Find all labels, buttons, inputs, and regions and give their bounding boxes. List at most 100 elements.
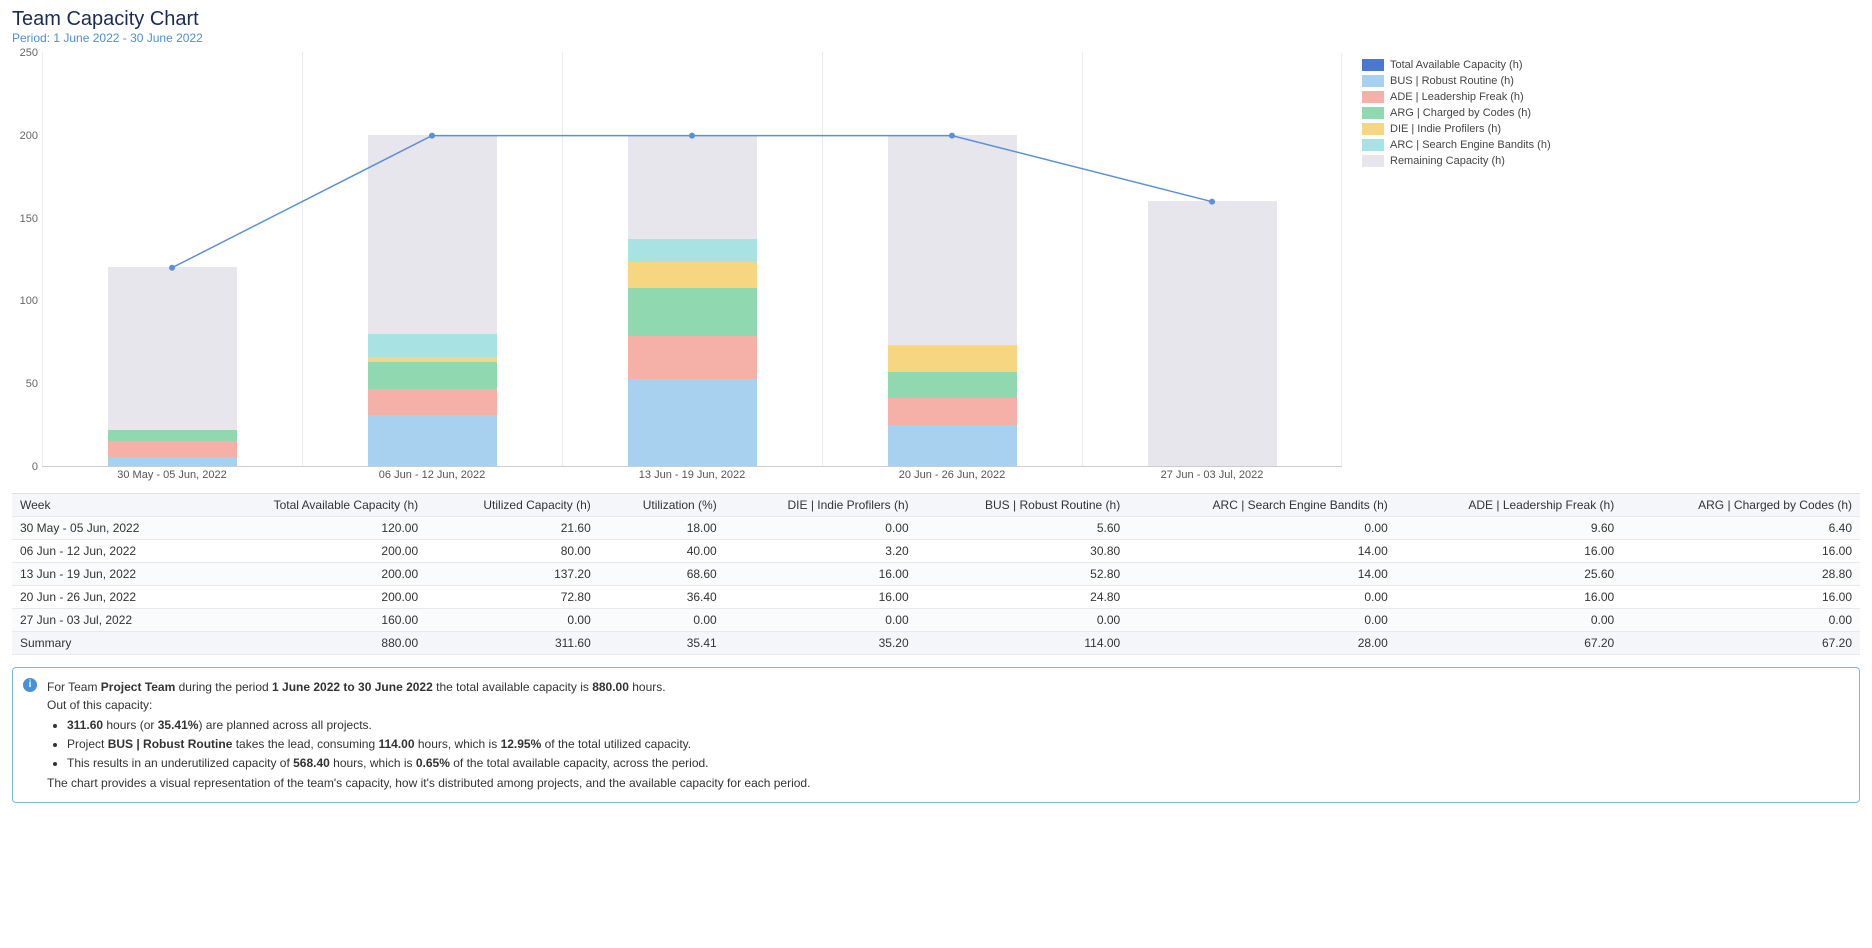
table-cell: 0.00 xyxy=(426,609,599,632)
table-cell: 28.00 xyxy=(1128,632,1396,655)
table-cell: Summary xyxy=(12,632,202,655)
table-row: 13 Jun - 19 Jun, 2022200.00137.2068.6016… xyxy=(12,563,1860,586)
bar-segment-bus xyxy=(368,415,498,466)
bar-segment-die xyxy=(628,262,758,288)
legend-swatch xyxy=(1362,107,1384,119)
y-tick: 200 xyxy=(20,130,38,142)
table-cell: 311.60 xyxy=(426,632,599,655)
table-row: 30 May - 05 Jun, 2022120.0021.6018.000.0… xyxy=(12,517,1860,540)
table-cell: 27 Jun - 03 Jul, 2022 xyxy=(12,609,202,632)
legend-swatch xyxy=(1362,75,1384,87)
table-cell: 0.00 xyxy=(1128,517,1396,540)
chart-container: 050100150200250 30 May - 05 Jun, 202206 … xyxy=(12,53,1860,483)
table-cell: 16.00 xyxy=(725,563,917,586)
table-header-cell[interactable]: ADE | Leadership Freak (h) xyxy=(1396,494,1622,517)
table-header-cell[interactable]: Week xyxy=(12,494,202,517)
legend-swatch xyxy=(1362,59,1384,71)
table-header-cell[interactable]: Utilized Capacity (h) xyxy=(426,494,599,517)
legend-item[interactable]: Total Available Capacity (h) xyxy=(1362,59,1551,71)
legend-item[interactable]: DIE | Indie Profilers (h) xyxy=(1362,123,1551,135)
legend-swatch xyxy=(1362,123,1384,135)
table-row: 20 Jun - 26 Jun, 2022200.0072.8036.4016.… xyxy=(12,586,1860,609)
table-cell: 200.00 xyxy=(202,563,427,586)
bar-segment-die xyxy=(368,357,498,362)
info-icon: i xyxy=(23,678,37,692)
bar-segment-ade xyxy=(888,398,1018,424)
table-cell: 67.20 xyxy=(1622,632,1860,655)
legend-item[interactable]: ARC | Search Engine Bandits (h) xyxy=(1362,139,1551,151)
table-cell: 06 Jun - 12 Jun, 2022 xyxy=(12,540,202,563)
table-cell: 200.00 xyxy=(202,540,427,563)
bar-segment-die xyxy=(888,345,1018,371)
bar-segment-bus xyxy=(108,457,238,466)
table-cell: 13 Jun - 19 Jun, 2022 xyxy=(12,563,202,586)
legend-item[interactable]: ADE | Leadership Freak (h) xyxy=(1362,91,1551,103)
info-panel: i For Team Project Team during the perio… xyxy=(12,667,1860,803)
table-cell: 68.60 xyxy=(599,563,725,586)
chart-plot: 050100150200250 xyxy=(42,53,1342,467)
bar-segment-ade xyxy=(368,389,498,415)
chart-legend: Total Available Capacity (h) BUS | Robust… xyxy=(1362,53,1551,171)
table-cell: 52.80 xyxy=(917,563,1129,586)
table-cell: 35.20 xyxy=(725,632,917,655)
bar-segment-ade xyxy=(108,441,238,457)
bar-segment-bus xyxy=(628,379,758,466)
table-cell: 0.00 xyxy=(1128,586,1396,609)
bar-segment-arc xyxy=(628,239,758,262)
bar-group xyxy=(42,52,302,466)
bar-group xyxy=(822,52,1082,466)
table-cell: 67.20 xyxy=(1396,632,1622,655)
info-bullet-1: 311.60 hours (or 35.41%) are planned acr… xyxy=(67,716,1847,734)
table-cell: 9.60 xyxy=(1396,517,1622,540)
table-cell: 160.00 xyxy=(202,609,427,632)
bar-segment-arg xyxy=(368,362,498,388)
table-header-cell[interactable]: DIE | Indie Profilers (h) xyxy=(725,494,917,517)
table-cell: 114.00 xyxy=(917,632,1129,655)
chart-area: 050100150200250 30 May - 05 Jun, 202206 … xyxy=(12,53,1342,483)
table-cell: 36.40 xyxy=(599,586,725,609)
bar-group xyxy=(302,52,562,466)
capacity-table: WeekTotal Available Capacity (h)Utilized… xyxy=(12,493,1860,655)
info-line-1: For Team Project Team during the period … xyxy=(47,678,1847,696)
table-header-cell[interactable]: Utilization (%) xyxy=(599,494,725,517)
table-cell: 3.20 xyxy=(725,540,917,563)
info-footer: The chart provides a visual representati… xyxy=(47,774,1847,792)
table-cell: 30 May - 05 Jun, 2022 xyxy=(12,517,202,540)
table-cell: 16.00 xyxy=(1396,586,1622,609)
bar-group xyxy=(1082,52,1342,466)
x-tick: 13 Jun - 19 Jun, 2022 xyxy=(639,469,745,481)
bar-segment-remain xyxy=(1148,201,1278,466)
table-row: 27 Jun - 03 Jul, 2022160.000.000.000.000… xyxy=(12,609,1860,632)
table-cell: 30.80 xyxy=(917,540,1129,563)
table-header-cell[interactable]: Total Available Capacity (h) xyxy=(202,494,427,517)
bar-segment-arg xyxy=(108,430,238,441)
table-cell: 14.00 xyxy=(1128,540,1396,563)
table-header-cell[interactable]: BUS | Robust Routine (h) xyxy=(917,494,1129,517)
info-bullet-2: Project BUS | Robust Routine takes the l… xyxy=(67,735,1847,753)
bar-segment-arg xyxy=(628,288,758,336)
info-out-of: Out of this capacity: xyxy=(47,696,1847,714)
legend-label: Remaining Capacity (h) xyxy=(1390,155,1505,167)
table-header-cell[interactable]: ARG | Charged by Codes (h) xyxy=(1622,494,1860,517)
table-header-cell[interactable]: ARC | Search Engine Bandits (h) xyxy=(1128,494,1396,517)
legend-item[interactable]: BUS | Robust Routine (h) xyxy=(1362,75,1551,87)
legend-item[interactable]: Remaining Capacity (h) xyxy=(1362,155,1551,167)
bar-segment-remain xyxy=(888,135,1018,346)
x-tick: 20 Jun - 26 Jun, 2022 xyxy=(899,469,1005,481)
table-summary-row: Summary880.00311.6035.4135.20114.0028.00… xyxy=(12,632,1860,655)
bar-segment-arg xyxy=(888,372,1018,398)
table-row: 06 Jun - 12 Jun, 2022200.0080.0040.003.2… xyxy=(12,540,1860,563)
table-cell: 28.80 xyxy=(1622,563,1860,586)
x-tick: 27 Jun - 03 Jul, 2022 xyxy=(1161,469,1264,481)
x-tick: 06 Jun - 12 Jun, 2022 xyxy=(379,469,485,481)
y-tick: 100 xyxy=(20,295,38,307)
table-cell: 0.00 xyxy=(725,609,917,632)
legend-item[interactable]: ARG | Charged by Codes (h) xyxy=(1362,107,1551,119)
legend-swatch xyxy=(1362,139,1384,151)
info-bullets: 311.60 hours (or 35.41%) are planned acr… xyxy=(67,716,1847,772)
table-cell: 16.00 xyxy=(1622,540,1860,563)
table-cell: 0.00 xyxy=(917,609,1129,632)
bar-segment-arc xyxy=(368,334,498,357)
table-cell: 40.00 xyxy=(599,540,725,563)
table-cell: 18.00 xyxy=(599,517,725,540)
